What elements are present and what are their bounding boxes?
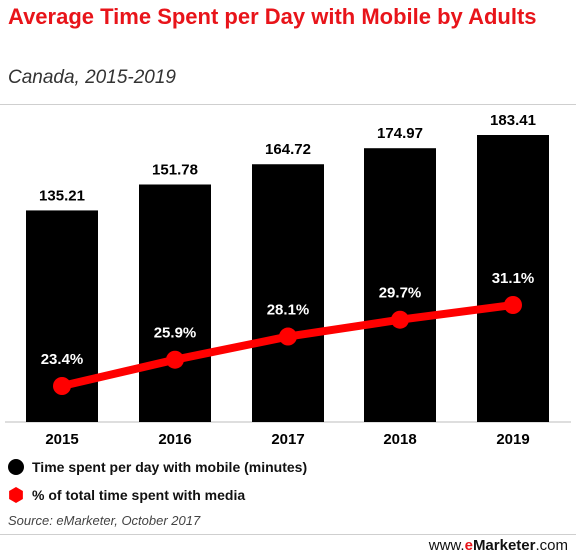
- bar-value-label: 183.41: [490, 112, 536, 129]
- brand-logo: www.eMarketer.com: [428, 537, 568, 554]
- line-point: [166, 350, 184, 369]
- source-note: Source: eMarketer, October 2017: [8, 513, 201, 528]
- bar-value-label: 164.72: [265, 141, 311, 158]
- top-divider: [0, 104, 576, 105]
- legend-label-media-share: % of total time spent with media: [32, 487, 246, 503]
- x-tick-label: 2018: [383, 431, 416, 448]
- legend-circle-icon: [8, 459, 24, 475]
- line-value-label: 29.7%: [379, 285, 422, 302]
- bottom-divider: [0, 534, 576, 535]
- chart-area: 135.21 2015 151.78 2016 164.72 2017 174.97 2018…: [5, 112, 571, 448]
- x-tick-label: 2016: [158, 431, 191, 448]
- bar-value-label: 174.97: [377, 125, 423, 142]
- legend-item-mobile-minutes: Time spent per day with mobile (minutes): [8, 456, 307, 478]
- legend-label-mobile-minutes: Time spent per day with mobile (minutes): [32, 459, 308, 475]
- line-point: [279, 327, 297, 346]
- bar-value-label: 135.21: [39, 187, 85, 204]
- chart-subtitle: Canada, 2015-2019: [8, 67, 176, 88]
- line-point: [391, 310, 409, 329]
- bar: [477, 135, 549, 422]
- line-value-label: 23.4%: [41, 351, 84, 368]
- line-value-label: 28.1%: [267, 302, 310, 319]
- line-value-label: 31.1%: [492, 270, 535, 287]
- bar: [364, 148, 436, 422]
- line-value-label: 25.9%: [154, 325, 197, 342]
- x-tick-label: 2017: [271, 431, 304, 448]
- x-tick-label: 2019: [496, 431, 529, 448]
- legend-item-media-share: % of total time spent with media: [8, 484, 307, 506]
- x-tick-label: 2015: [45, 431, 78, 448]
- line-point: [53, 377, 71, 395]
- bar-value-label: 151.78: [152, 161, 198, 178]
- bar: [139, 184, 211, 422]
- legend: Time spent per day with mobile (minutes)…: [8, 456, 307, 512]
- legend-hexagon-icon: [9, 487, 23, 503]
- bar: [252, 164, 324, 423]
- chart-title: Average Time Spent per Day with Mobile b…: [8, 4, 537, 29]
- line-point: [504, 296, 522, 314]
